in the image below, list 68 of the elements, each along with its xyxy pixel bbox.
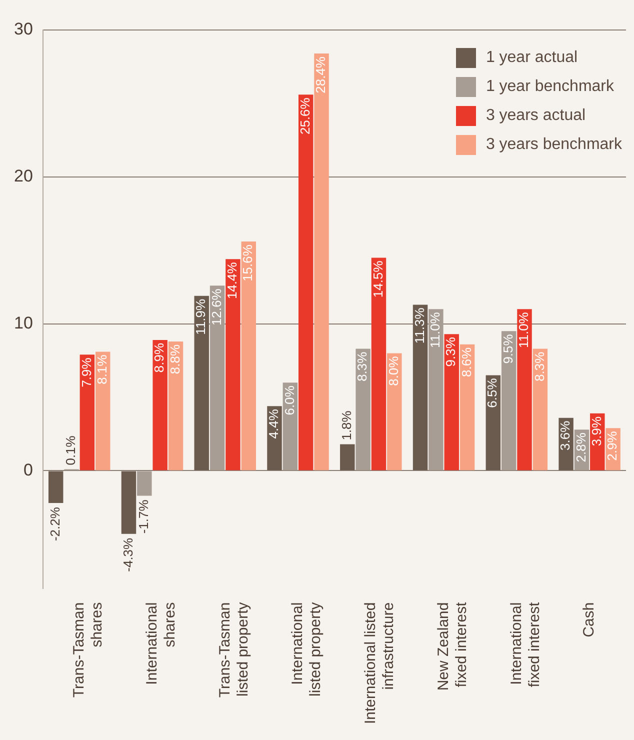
legend-label: 1 year benchmark xyxy=(486,78,614,96)
data-label: 0.1% xyxy=(63,435,78,466)
legend-label: 3 years actual xyxy=(486,107,586,125)
data-label: 3.9% xyxy=(588,416,604,446)
bar xyxy=(121,471,136,534)
data-label: 3.6% xyxy=(558,420,573,450)
bar xyxy=(48,471,64,504)
bar xyxy=(314,54,329,470)
x-tick-label: Trans-Tasman shares xyxy=(70,602,106,698)
data-label: 14.4% xyxy=(224,262,240,300)
y-tick-label: 10 xyxy=(14,314,33,333)
bar xyxy=(444,334,459,470)
bar xyxy=(517,309,532,470)
bar xyxy=(371,258,386,470)
data-label: 2.9% xyxy=(604,430,620,461)
data-label: 12.6% xyxy=(208,288,224,326)
data-label: 11.3% xyxy=(412,307,427,344)
bar xyxy=(168,341,184,470)
data-label: -1.7% xyxy=(136,499,151,534)
bar xyxy=(428,309,444,470)
data-label: 6.5% xyxy=(484,378,500,408)
bar xyxy=(298,94,314,470)
data-label: 8.9% xyxy=(152,342,167,373)
bar xyxy=(412,304,428,470)
data-label: 8.3% xyxy=(532,351,547,382)
data-label: 11.0% xyxy=(516,312,532,348)
x-tick-label: Cash xyxy=(580,602,598,638)
data-label: 8.1% xyxy=(94,354,110,384)
bar xyxy=(137,471,152,496)
legend-label: 1 year actual xyxy=(486,49,578,67)
data-label: 11.9% xyxy=(193,298,208,335)
bar xyxy=(226,259,240,470)
data-label: 6.0% xyxy=(282,385,297,416)
data-label: 11.0% xyxy=(428,312,443,348)
y-tick-label: 0 xyxy=(23,460,33,480)
bar xyxy=(387,353,402,470)
data-label: 1.8% xyxy=(338,410,354,440)
x-tick-label: International shares xyxy=(143,602,178,685)
bar xyxy=(267,406,282,470)
data-label: 28.4% xyxy=(313,56,328,94)
data-label: 9.3% xyxy=(443,336,458,367)
data-label: 8.3% xyxy=(354,351,370,382)
bar xyxy=(152,340,168,470)
bar xyxy=(80,354,95,470)
data-label: 14.5% xyxy=(370,260,386,298)
bar xyxy=(241,242,256,470)
y-tick-label: 20 xyxy=(14,166,33,186)
bar xyxy=(460,344,475,470)
data-label: 8.0% xyxy=(386,356,401,386)
data-label: 4.4% xyxy=(266,408,282,439)
y-tick-label: 30 xyxy=(14,20,33,39)
data-label: 25.6% xyxy=(297,97,312,135)
legend-label: 3 years benchmark xyxy=(486,136,622,154)
bar xyxy=(501,331,516,470)
data-label: 9.5% xyxy=(500,334,516,364)
bar xyxy=(532,348,548,470)
data-label: 8.8% xyxy=(167,344,182,374)
bar xyxy=(356,348,370,470)
data-label: 7.9% xyxy=(78,357,94,388)
data-label: 8.6% xyxy=(458,346,474,378)
data-label: -2.2% xyxy=(47,506,62,542)
data-label: 15.6% xyxy=(240,244,256,282)
bar xyxy=(194,296,209,470)
data-label: 2.8% xyxy=(573,432,588,462)
bar xyxy=(340,444,355,470)
data-label: -4.3% xyxy=(120,537,136,572)
bar xyxy=(210,286,225,470)
bar xyxy=(95,352,110,470)
